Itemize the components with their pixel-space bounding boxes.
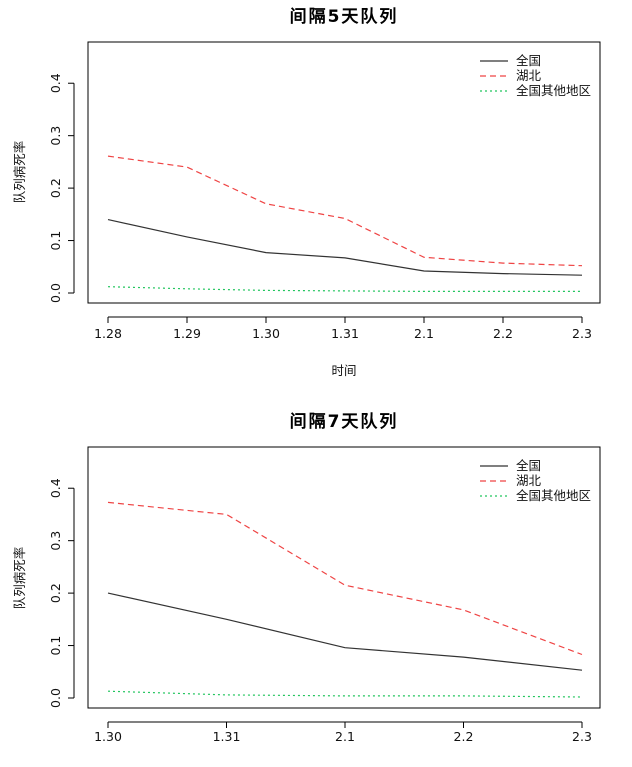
chart-panel-2: 间隔7天队列 0.0 0.1 0.2 0.3 0.4 队列病死率 1.30 1.31 2.1 2.2… (12, 411, 601, 744)
x-tick-label: 2.3 (572, 326, 592, 341)
x-tick-label: 1.31 (213, 729, 241, 744)
y-tick-label: 0.4 (48, 73, 63, 93)
legend-label: 湖北 (516, 473, 542, 488)
legend-label: 全国其他地区 (516, 83, 591, 98)
y-tick-label: 0.2 (48, 583, 63, 603)
x-tick-label: 2.3 (572, 729, 592, 744)
series-line-1 (107, 592, 583, 671)
y-axis-label: 队列病死率 (12, 547, 27, 610)
chart-title: 间隔7天队列 (290, 411, 399, 432)
plot-frame (87, 446, 601, 709)
x-tick-label: 1.29 (173, 326, 201, 341)
legend-label: 湖北 (516, 68, 542, 83)
x-tick-label: 1.28 (94, 326, 122, 341)
y-tick-label: 0.2 (48, 178, 63, 198)
x-axis-label: 时间 (331, 363, 356, 378)
y-tick-label: 0.4 (48, 478, 63, 498)
chart-panel-1: 间隔5天队列 0.0 0.1 0.2 0.3 0.4 队列病死率 1.28 1.29 1.30 1.… (12, 6, 601, 378)
x-tick-label: 2.1 (414, 326, 434, 341)
y-tick-label: 0.0 (48, 283, 63, 303)
y-axis-label: 队列病死率 (12, 141, 27, 204)
x-tick-label: 2.2 (493, 326, 513, 341)
legend-label: 全国 (516, 458, 541, 473)
y-tick-label: 0.3 (48, 531, 63, 551)
y-tick-label: 0.0 (48, 688, 63, 708)
legend-label: 全国 (516, 53, 541, 68)
series-line-2 (107, 155, 583, 267)
x-tick-label: 2.1 (335, 729, 355, 744)
chart-title: 间隔5天队列 (290, 6, 399, 27)
y-tick-label: 0.1 (48, 231, 63, 251)
series-line-3 (107, 690, 583, 698)
x-tick-label: 1.30 (94, 729, 122, 744)
series-line-2 (107, 501, 583, 656)
x-tick-label: 1.30 (252, 326, 280, 341)
x-tick-label: 1.31 (331, 326, 359, 341)
series-line-1 (107, 219, 583, 276)
x-tick-label: 2.2 (454, 729, 474, 744)
series-line-3 (107, 286, 582, 292)
y-tick-label: 0.3 (48, 126, 63, 146)
legend-label: 全国其他地区 (516, 488, 591, 503)
plot-frame (87, 41, 601, 304)
y-tick-label: 0.1 (48, 636, 63, 656)
